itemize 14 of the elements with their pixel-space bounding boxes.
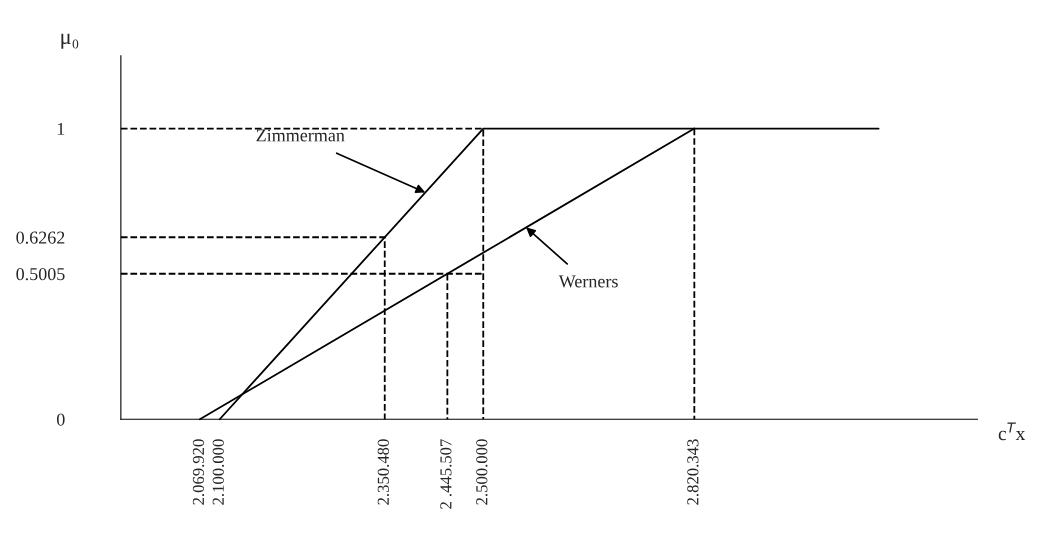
x-tick-label: 2 .445.507 — [440, 439, 452, 509]
annotation: Zimmerman — [256, 129, 345, 142]
x-tick-label: 2.350.480 — [377, 439, 389, 505]
y-tick-label: 1 — [57, 122, 65, 135]
x-tick-label: 2.069.920 — [192, 439, 205, 505]
y-tick-label: 0 — [56, 413, 65, 426]
y-tick-label: 0.6262 — [16, 231, 65, 244]
x-tick-label: 2.100.000 — [212, 439, 224, 505]
x-axis-title: c$^{T}$x — [998, 422, 1026, 441]
x-tick-label: 2.820.343 — [687, 439, 699, 505]
x-tick-label: 2.500.000 — [476, 439, 488, 505]
annotation: Werners — [558, 275, 618, 288]
y-tick-label: 0.5005 — [16, 268, 65, 281]
y-axis-title: μ₀ — [61, 33, 79, 49]
